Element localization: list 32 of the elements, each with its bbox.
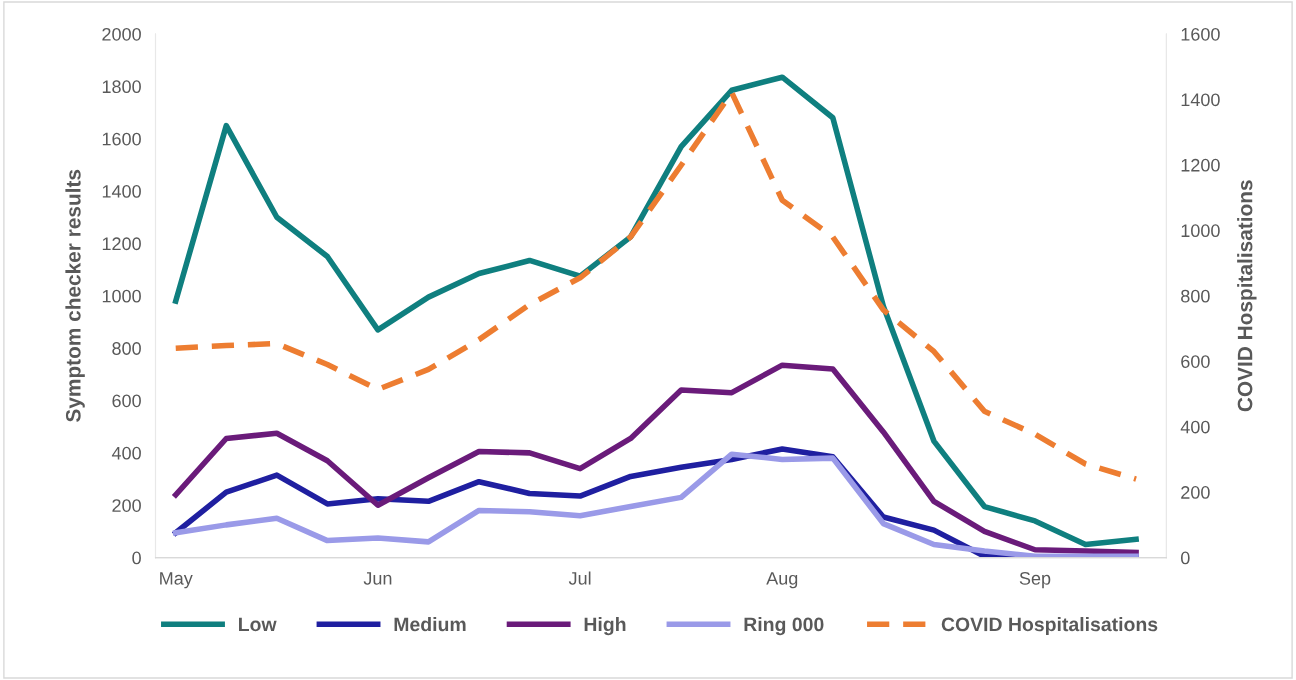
y2-tick-label: 1000 (1181, 224, 1220, 238)
y-tick-label: 800 (112, 342, 141, 355)
legend-label: COVID Hospitalisations (941, 616, 1158, 636)
y-tick-label: 600 (112, 394, 141, 408)
y2-tick-label: 1200 (1181, 158, 1220, 172)
y2-tick-label: 0 (1180, 551, 1190, 565)
y-axis-title: Symptom checker results (65, 169, 85, 422)
x-tick-label: Aug (766, 572, 798, 589)
legend-label: Medium (394, 616, 466, 632)
y2-axis-title: COVID Hospitalisations (1237, 180, 1257, 412)
legend-label: High (584, 616, 626, 636)
y2-tick-label: 800 (1181, 289, 1210, 303)
y-tick-label: 2000 (102, 27, 141, 41)
y2-tick-label: 200 (1181, 486, 1210, 499)
y-tick-label: 0 (132, 551, 141, 565)
legend-label: Low (239, 617, 277, 632)
x-tick-label: Sep (1019, 571, 1051, 589)
x-tick-label: Jul (568, 571, 591, 585)
y-tick-label: 1400 (102, 185, 141, 198)
y-tick-label: 400 (111, 446, 141, 460)
legend-label: Ring 000 (744, 616, 824, 636)
y2-tick-label: 600 (1181, 355, 1210, 368)
x-tick-label: May (160, 572, 193, 589)
y2-tick-label: 400 (1180, 420, 1210, 434)
y-tick-label: 1800 (102, 80, 141, 94)
x-tick-label: Jun (363, 572, 392, 585)
y-tick-label: 1200 (102, 237, 141, 251)
y2-tick-label: 1400 (1181, 93, 1220, 107)
y2-tick-label: 1600 (1181, 27, 1220, 41)
y-tick-label: 200 (112, 499, 141, 512)
y-tick-label: 1000 (102, 289, 141, 303)
y-tick-label: 1600 (102, 132, 141, 146)
